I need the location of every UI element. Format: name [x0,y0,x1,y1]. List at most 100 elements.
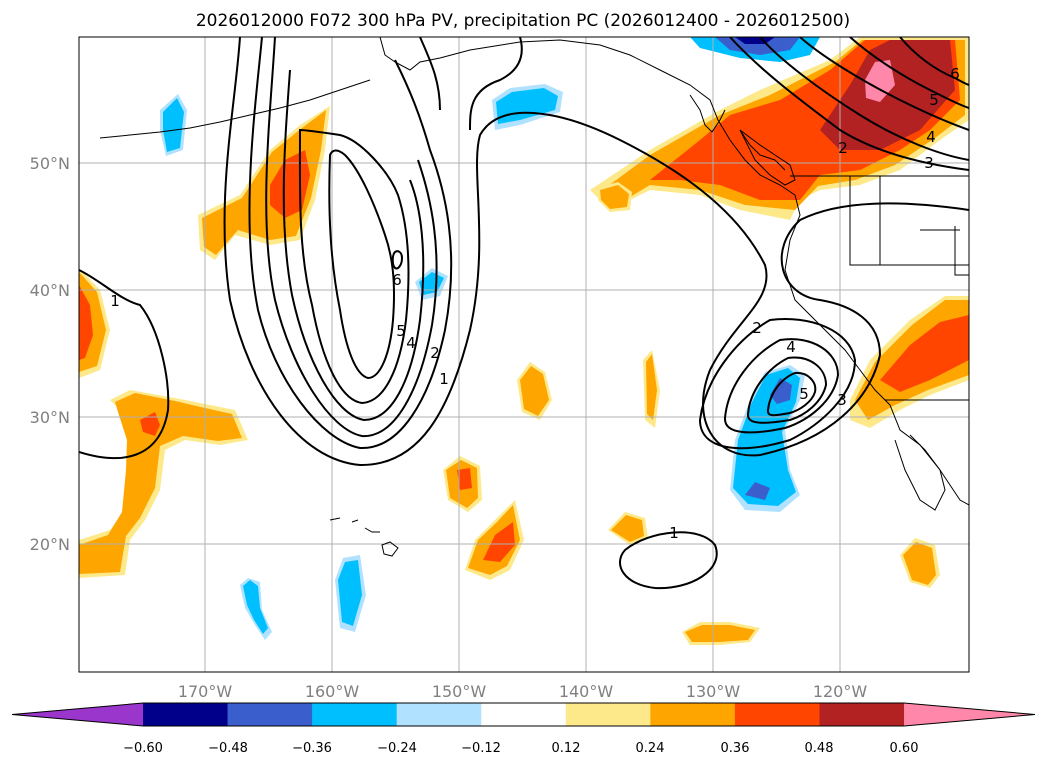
contour-label-5: 5 [799,385,809,403]
contour-label-3: 3 [924,154,934,172]
coastline-aleutians [99,79,371,139]
precip-anomaly-negative [338,560,362,626]
colorbar-tick-label: 0.24 [636,741,665,756]
colorbar-segment [734,703,820,726]
contour-label-5: 5 [929,91,939,109]
colorbar-segment [904,703,1035,726]
pv-contour-4 [282,69,828,424]
precip-anomaly-negative [770,378,792,404]
colorbar-segment [143,703,229,726]
colorbar-tick-label: 0.36 [721,741,750,756]
lon-label-120w: 120°W [813,682,868,701]
precip-anomaly-negative [163,98,184,152]
pv-contour-1-east-closed [619,531,718,590]
lat-label-20n: 20°N [30,535,70,554]
colorbar-segment [565,703,651,726]
precip-anomaly-positive [646,354,657,420]
contour-label-6: 6 [392,271,402,289]
map-frame [78,36,970,673]
latitude-labels: 50°N 40°N 30°N 20°N [30,154,70,554]
coastline-baja [894,434,946,511]
contour-label-2: 2 [838,139,848,157]
pv-contour-6-inner [391,250,404,270]
colorbar-segment [396,703,482,726]
map-title: 2026012000 F072 300 hPa PV, precipitatio… [196,11,850,31]
contour-label-4: 4 [926,128,936,146]
precip-anomaly-positive [600,185,629,209]
longitude-labels: 170°W 160°W 150°W 140°W 130°W 120°W [178,682,868,701]
precip-anomaly-positive [483,522,515,562]
map-panel: 1 1 1 2 2 2 3 3 4 4 4 5 5 5 6 6 [78,36,970,673]
precip-anomaly-positive [79,285,93,360]
contour-label-6: 6 [950,65,960,83]
contour-label-1: 1 [439,370,449,388]
precip-anomaly-positive [903,542,936,585]
colorbar [11,702,1036,727]
pv-contours [79,37,969,590]
lon-label-160w: 160°W [305,682,360,701]
colorbar-tick-label: 0.48 [805,741,834,756]
precip-anomaly-positive [457,468,472,490]
precip-anomaly-negative [715,37,800,55]
colorbar-outline [11,702,1036,727]
colorbar-segment [227,703,313,726]
precipitation-shading [79,37,969,645]
colorbar-tick-labels: −0.60 −0.48 −0.36 −0.24 −0.12 0.12 0.24 … [123,741,918,756]
contour-label-1: 1 [669,524,679,542]
pv-contour-3-north [759,37,969,161]
lat-label-40n: 40°N [30,281,70,300]
pv-contour-2-north [729,37,969,171]
contour-label-5: 5 [396,322,406,340]
precip-anomaly-positive [140,412,160,436]
precip-anomaly-positive [520,366,549,416]
precip-anomaly-california [880,315,969,392]
coastline-bc-islands [689,94,786,171]
precip-anomaly-negative [243,580,268,634]
border-us-states [849,176,969,276]
colorbar-tick-label: −0.48 [208,741,248,756]
precip-anomaly-positive [685,625,755,642]
coastlines [99,37,969,557]
coastline-vancouver-island [739,129,796,186]
colorbar-segment [12,703,143,726]
precip-anomaly-positive [611,515,644,542]
lat-label-30n: 30°N [30,408,70,427]
colorbar-segment [819,703,905,726]
pv-contour-labels: 1 1 1 2 2 2 3 3 4 4 4 5 5 5 6 6 [110,65,960,542]
precip-anomaly-negative [745,482,770,500]
precip-anomaly-pnw [865,60,895,102]
colorbar-tick-label: 0.12 [552,741,581,756]
colorbar-tick-label: −0.24 [377,741,417,756]
pv-contour-3 [265,37,840,438]
contour-label-1: 1 [110,292,120,310]
contour-label-4: 4 [406,334,416,352]
colorbar-tick-label: −0.60 [123,741,163,756]
lon-label-150w: 150°W [432,682,487,701]
pv-contour-4-north [799,37,969,131]
pv-contour-6-north [899,37,969,86]
pv-contour-5-north [849,37,969,109]
contour-label-2: 2 [430,344,440,362]
lat-label-50n: 50°N [30,154,70,173]
pv-contour-5 [298,128,817,417]
lon-label-170w: 170°W [178,682,233,701]
pv-contour-1-north [419,37,523,131]
pv-contour-1 [223,37,969,467]
lon-label-130w: 130°W [686,682,741,701]
contour-label-2: 2 [752,319,762,337]
colorbar-segment [481,703,567,726]
precip-anomaly-negative [419,272,444,295]
precip-anomaly-pnw [820,40,955,150]
colorbar-tick-label: −0.36 [292,741,332,756]
coastline-hawaii [329,517,399,557]
lon-label-140w: 140°W [559,682,614,701]
precip-anomaly-negative [733,368,800,506]
contour-label-4: 4 [786,338,796,356]
precip-anomaly-positive [202,110,326,255]
colorbar-tick-label: 0.60 [890,741,919,756]
colorbar-segment [312,703,398,726]
contour-label-3: 3 [837,391,847,409]
colorbar-segment [650,703,736,726]
coastline-alaska [379,37,969,506]
